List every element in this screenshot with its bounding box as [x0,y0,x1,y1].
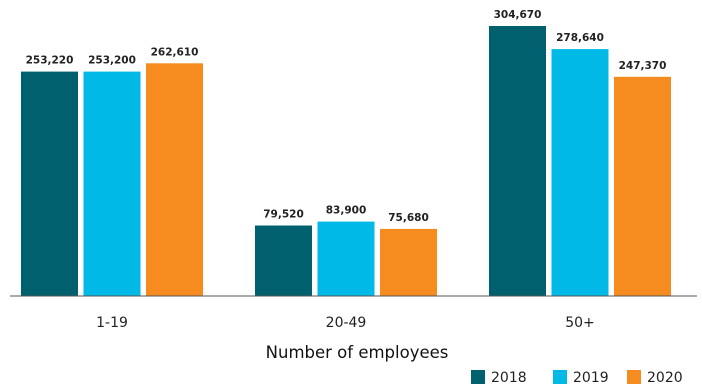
value-label-2020-1-19: 262,610 [151,46,199,58]
bar-2018-50+ [489,26,546,296]
legend-swatch-2018 [471,370,485,384]
value-label-2018-20-49: 79,520 [263,209,304,221]
bar-2020-1-19 [146,63,203,296]
x-tick-labels-group: 1-19 20-49 50+ [96,315,595,331]
value-label-2019-1-19: 253,200 [88,55,136,67]
value-label-2020-20-49: 75,680 [388,212,429,224]
value-labels-group: 253,220 253,200 262,610 79,520 83,900 75,680 3… [26,9,667,224]
bar-2020-20-49 [380,228,437,296]
value-label-2018-1-19: 253,220 [26,55,74,67]
bars-group [21,26,671,296]
bar-2019-50+ [551,49,609,296]
value-label-2019-20-49: 83,900 [326,205,367,217]
legend-swatch-2019 [553,370,567,384]
bar-2019-1-19 [83,71,141,296]
x-tick-label-1-19: 1-19 [96,315,128,331]
bar-2019-20-49 [317,221,375,296]
bar-2020-50+ [614,76,671,296]
value-label-2019-50+: 278,640 [556,32,604,44]
x-tick-label-20-49: 20-49 [326,315,367,331]
legend-swatch-2020 [627,370,641,384]
x-tick-label-50+: 50+ [565,315,595,331]
x-axis-title: Number of employees [266,343,449,362]
value-label-2018-50+: 304,670 [494,9,542,21]
value-label-2020-50+: 247,370 [619,60,667,72]
legend-label-2018: 2018 [491,370,527,386]
bar-2018-20-49 [255,225,312,296]
legend: 2018 2019 2020 [471,370,683,386]
legend-label-2020: 2020 [647,370,683,386]
bar-2018-1-19 [21,71,78,296]
legend-label-2019: 2019 [573,370,609,386]
